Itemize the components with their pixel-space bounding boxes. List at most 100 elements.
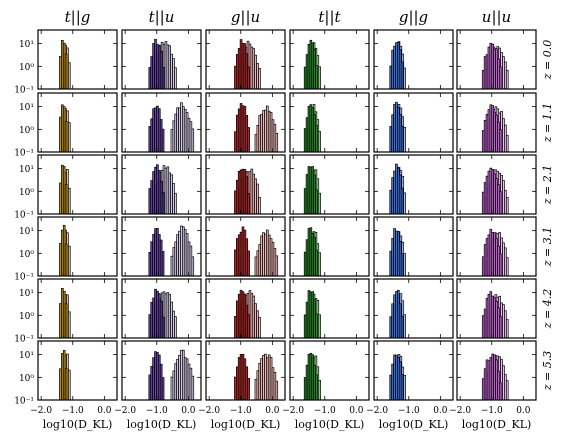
x-tick-label: −2.0 xyxy=(449,406,471,416)
bar-primary xyxy=(498,253,502,276)
bar-primary xyxy=(64,243,68,276)
y-tick-label: 10⁻¹ xyxy=(14,211,34,221)
panel xyxy=(373,340,454,401)
panel-frame xyxy=(37,216,118,277)
y-tick-label: 10⁰ xyxy=(19,374,34,384)
bar-primary xyxy=(498,382,502,400)
panel xyxy=(205,154,286,215)
y-tick-label: 10⁰ xyxy=(19,250,34,260)
bar-primary xyxy=(161,192,165,214)
bar-secondary xyxy=(318,380,322,400)
x-tick-label: −1.0 xyxy=(230,406,252,416)
histogram xyxy=(389,41,406,89)
bar-secondary xyxy=(318,252,322,276)
panel-frame xyxy=(205,216,286,277)
y-tick-label: 10⁻¹ xyxy=(14,149,34,159)
bar-primary xyxy=(498,129,502,152)
panel xyxy=(121,340,202,401)
bar-primary xyxy=(161,66,165,89)
histogram xyxy=(389,228,406,276)
bar-primary xyxy=(64,367,68,400)
panel-frame xyxy=(37,340,118,401)
x-tick-label: 0.0 xyxy=(181,406,196,416)
bar-primary xyxy=(247,378,250,400)
y-tick-label: 10¹ xyxy=(19,103,34,113)
panel-frame xyxy=(205,154,286,215)
panel xyxy=(37,216,118,277)
histogram xyxy=(234,39,261,89)
panel-frame xyxy=(121,154,202,215)
panel-frame xyxy=(456,29,537,90)
histogram xyxy=(59,287,71,338)
bar-primary xyxy=(400,316,404,338)
bar-secondary xyxy=(275,380,279,400)
histogram xyxy=(234,168,261,214)
bar-secondary xyxy=(505,70,509,89)
histogram xyxy=(389,101,406,152)
bar-secondary xyxy=(403,314,406,338)
x-tick-label: 0.0 xyxy=(433,406,448,416)
bar-secondary xyxy=(505,380,509,400)
panel xyxy=(121,29,202,90)
panel xyxy=(37,154,118,215)
panel xyxy=(289,340,370,401)
histogram xyxy=(59,40,71,89)
y-tick-label: 10¹ xyxy=(19,227,34,237)
y-tick-label: 10¹ xyxy=(19,165,34,175)
panel xyxy=(37,29,118,90)
bar-secondary xyxy=(275,132,279,152)
panel xyxy=(289,92,370,153)
histogram xyxy=(389,163,406,214)
histogram xyxy=(389,354,406,400)
column-title: t||t xyxy=(318,8,341,26)
bar-primary xyxy=(498,66,502,89)
histogram xyxy=(481,42,509,89)
bar-secondary xyxy=(67,62,71,89)
bar-secondary xyxy=(403,192,406,214)
bar-primary xyxy=(247,66,250,89)
bar-secondary xyxy=(67,369,71,400)
histogram xyxy=(148,38,177,89)
bar-secondary xyxy=(67,187,71,214)
panel-frame xyxy=(373,340,454,401)
bar-primary xyxy=(400,374,404,400)
row-label: z = 5.3 xyxy=(541,351,554,392)
panel-frame xyxy=(373,29,454,90)
histogram xyxy=(59,350,71,400)
y-tick-label: 10⁻¹ xyxy=(14,335,34,345)
histogram xyxy=(234,353,279,400)
panel-frame xyxy=(205,278,286,339)
bar-secondary xyxy=(403,127,406,152)
panel xyxy=(205,29,286,90)
panel-frame xyxy=(121,216,202,277)
bar-primary xyxy=(161,128,165,152)
panel xyxy=(205,278,286,339)
bar-secondary xyxy=(505,257,509,276)
y-tick-label: 10¹ xyxy=(19,351,34,361)
panel-frame xyxy=(121,29,202,90)
x-tick-label: −1.0 xyxy=(62,406,84,416)
panel xyxy=(373,278,454,339)
y-tick-label: 10⁰ xyxy=(19,63,34,73)
bar-secondary xyxy=(275,255,279,276)
x-axis-label: log10(D_KL) xyxy=(462,418,532,431)
histogram xyxy=(148,349,195,400)
panel xyxy=(37,278,118,339)
histogram xyxy=(303,166,322,214)
x-tick-label: 0.0 xyxy=(97,406,112,416)
bar-primary xyxy=(498,316,502,338)
histogram xyxy=(148,102,195,152)
bar-secondary xyxy=(67,311,71,338)
histogram xyxy=(481,228,509,276)
bar-secondary xyxy=(318,192,322,214)
bar-secondary xyxy=(67,122,71,152)
bar-primary xyxy=(247,193,250,214)
panel-frame xyxy=(289,216,370,277)
row-label: z = 2.1 xyxy=(541,165,554,206)
column-title: g||g xyxy=(399,8,428,26)
bar-primary xyxy=(161,251,165,276)
panel-frame xyxy=(456,92,537,153)
bar-primary xyxy=(64,120,68,152)
panel xyxy=(205,340,286,401)
